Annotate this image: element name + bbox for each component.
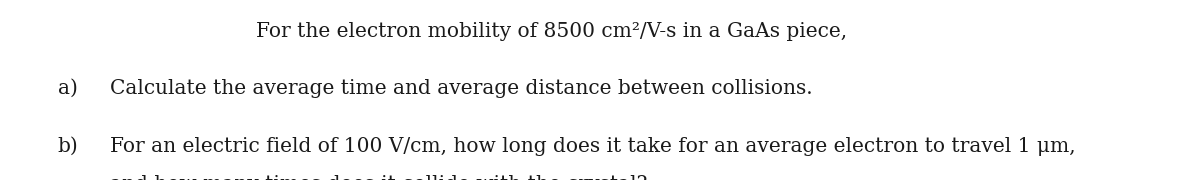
Text: b): b)	[58, 137, 78, 156]
Text: For an electric field of 100 V/cm, how long does it take for an average electron: For an electric field of 100 V/cm, how l…	[110, 137, 1076, 156]
Text: For the electron mobility of 8500 cm²/V-s in a GaAs piece,: For the electron mobility of 8500 cm²/V-…	[257, 22, 847, 41]
Text: a): a)	[58, 79, 78, 98]
Text: and how many times does it collide with the crystal?: and how many times does it collide with …	[110, 175, 648, 180]
Text: Calculate the average time and average distance between collisions.: Calculate the average time and average d…	[110, 79, 814, 98]
